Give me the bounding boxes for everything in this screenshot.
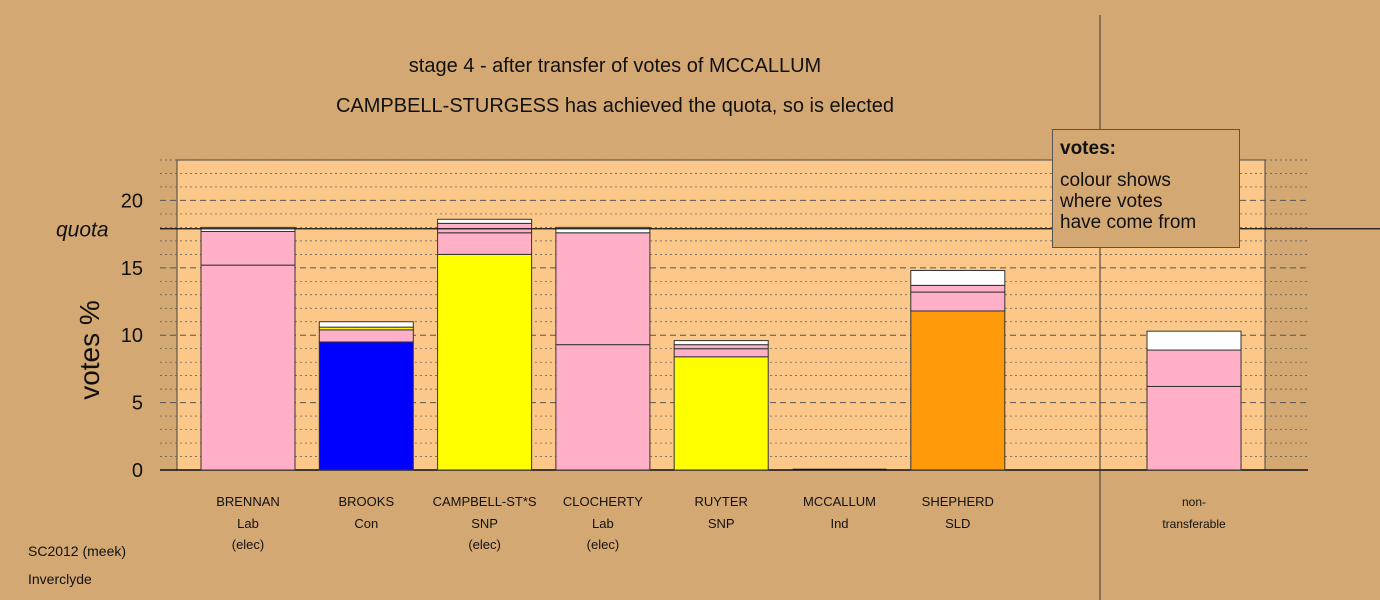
chart-subtitle: CAMPBELL-STURGESS has achieved the quota… [335, 95, 895, 117]
candidate-status-label: (elec) [468, 537, 501, 552]
y-tick-label: 5 [132, 393, 143, 415]
candidate-party-label: SNP [708, 516, 735, 531]
candidate-party-label: Lab [237, 516, 259, 531]
bar-segment [200, 264, 296, 471]
nontransferable-segment [1146, 330, 1242, 351]
y-axis-label: votes % [74, 300, 105, 400]
bar-segment [437, 222, 533, 234]
candidate-name-label: CAMPBELL-ST*S [433, 494, 537, 509]
candidate-name-label: SHEPHERD [922, 494, 994, 509]
bar-segment [437, 218, 533, 224]
bar-segment [910, 310, 1006, 471]
bar-segment [910, 270, 1006, 286]
bar-segment [437, 253, 533, 471]
bar-segment [673, 356, 769, 471]
bar-segment [910, 284, 1006, 293]
bar-segment [200, 226, 296, 232]
bar-segment [673, 344, 769, 350]
bar-segment [318, 321, 414, 328]
nontransferable-label: non- [1182, 495, 1206, 509]
legend-box: votes: colour shows where votes have com… [1052, 129, 1240, 248]
bar-segment [555, 226, 651, 234]
bar-segment [318, 329, 414, 343]
y-tick-label: 0 [132, 460, 143, 482]
candidate-status-label: (elec) [232, 537, 265, 552]
footer-election: SC2012 (meek) [28, 543, 127, 559]
candidate-name-label: BRENNAN [216, 494, 280, 509]
candidate-name-label: BROOKS [338, 494, 394, 509]
candidate-name-label: MCCALLUM [803, 494, 876, 509]
legend-text: colour shows where votes have come from [1060, 170, 1197, 233]
bar-segment [673, 348, 769, 358]
candidate-party-label: Ind [830, 516, 848, 531]
footer-ward: Inverclyde [28, 571, 92, 587]
bar-segment [910, 291, 1006, 312]
bar-segment [200, 230, 296, 266]
nontransferable-segment [1146, 349, 1242, 387]
quota-label: quota [56, 219, 109, 242]
bar-segment [673, 340, 769, 346]
legend-title: votes: [1060, 138, 1116, 159]
nontransferable-segment [1146, 385, 1242, 471]
candidate-party-label: SNP [471, 516, 498, 531]
candidate-party-label: SLD [945, 516, 970, 531]
bar-segment [318, 341, 414, 471]
y-tick-label: 20 [121, 190, 143, 212]
candidate-party-label: Lab [592, 516, 614, 531]
candidate-name-label: CLOCHERTY [563, 494, 643, 509]
nontransferable-label: transferable [1162, 517, 1226, 531]
candidate-name-label: RUYTER [694, 494, 747, 509]
bar-segment [437, 232, 533, 255]
chart-title: stage 4 - after transfer of votes of MCC… [408, 55, 822, 77]
bar-segment [555, 344, 651, 471]
candidate-party-label: Con [354, 516, 378, 531]
bar-segment [555, 232, 651, 346]
y-tick-label: 15 [121, 258, 143, 280]
y-tick-label: 10 [121, 325, 143, 347]
candidate-status-label: (elec) [587, 537, 620, 552]
